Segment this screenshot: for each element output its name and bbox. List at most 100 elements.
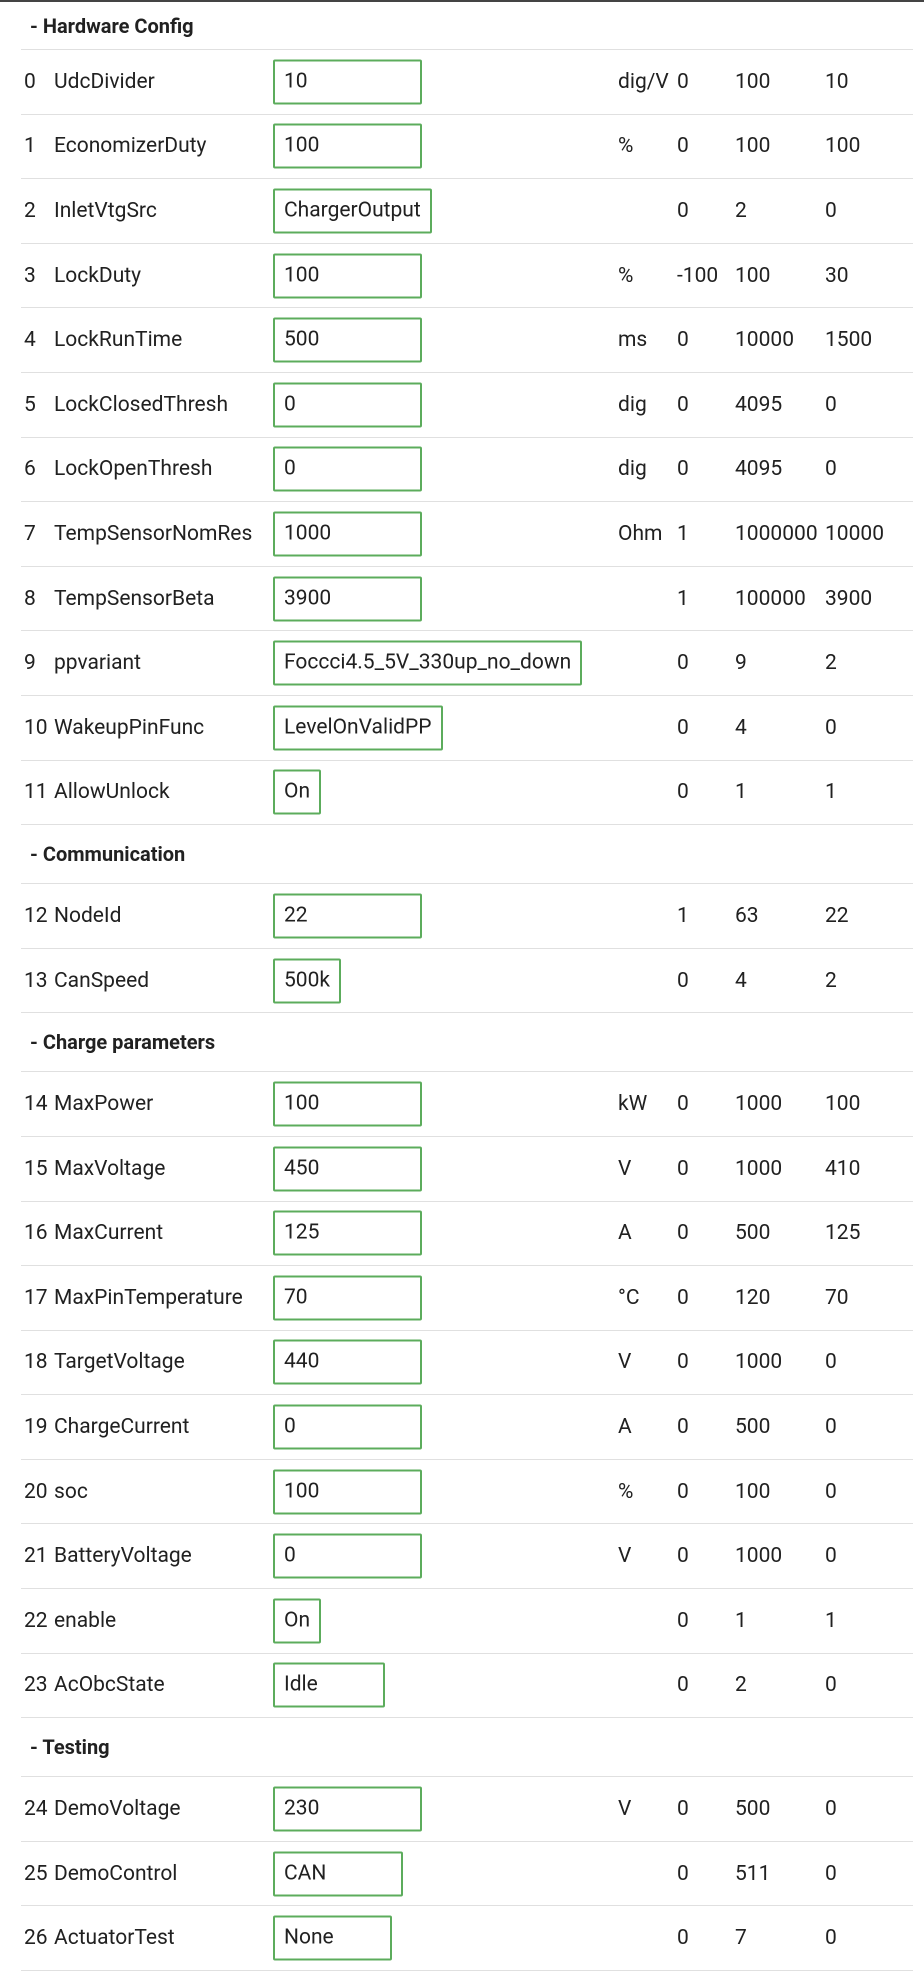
param-index: 16 [24, 1221, 48, 1246]
parameter-row: 11 AllowUnlock On 0 1 1 [21, 761, 913, 826]
param-min: 0 [677, 1479, 689, 1504]
param-name: InletVtgSrc [54, 198, 157, 223]
value-input[interactable]: 1000 [273, 511, 422, 557]
param-name: AllowUnlock [54, 780, 170, 805]
value-select[interactable]: On [273, 769, 322, 815]
param-index: 14 [24, 1092, 48, 1117]
param-min: 0 [677, 651, 689, 676]
param-min: 0 [677, 1861, 689, 1886]
value-input[interactable]: 100 [273, 253, 422, 299]
value-select[interactable]: Idle [273, 1662, 385, 1708]
param-max: 63 [735, 903, 759, 928]
value-input[interactable]: 70 [273, 1275, 422, 1321]
param-min: 0 [677, 1926, 689, 1951]
param-index: 2 [24, 198, 36, 223]
value-input[interactable]: 22 [273, 893, 422, 939]
param-index: 0 [24, 69, 36, 94]
param-min: 0 [677, 392, 689, 417]
param-default: 0 [825, 1350, 837, 1375]
param-default: 0 [825, 198, 837, 223]
value-input[interactable]: 0 [273, 1533, 422, 1579]
param-default: 0 [825, 715, 837, 740]
param-name: LockClosedThresh [54, 392, 229, 417]
value-select[interactable]: Foccci4.5_5V_330up_no_down [273, 640, 583, 686]
param-default: 3900 [825, 586, 873, 611]
parameter-row: 25 DemoControl CAN 0 511 0 [21, 1842, 913, 1907]
param-name: CanSpeed [54, 968, 150, 993]
param-default: 0 [825, 1797, 837, 1822]
value-input[interactable]: 230 [273, 1786, 422, 1832]
value-select[interactable]: On [273, 1598, 322, 1644]
param-min: 0 [677, 1673, 689, 1698]
value-input[interactable]: 500 [273, 317, 422, 363]
param-name: NodeId [54, 903, 122, 928]
param-default: 0 [825, 457, 837, 482]
value-input[interactable]: 0 [273, 382, 422, 428]
param-min: 0 [677, 1285, 689, 1310]
param-name: ActuatorTest [54, 1926, 175, 1951]
parameter-row: 18 TargetVoltage 440 V 0 1000 0 [21, 1331, 913, 1396]
param-name: EconomizerDuty [54, 134, 207, 159]
param-unit: % [618, 263, 634, 288]
value-input[interactable]: 0 [273, 1404, 422, 1450]
param-unit: °C [618, 1285, 640, 1310]
param-name: MaxPower [54, 1092, 154, 1117]
section-header: - Charge parameters [21, 1013, 913, 1073]
value-input[interactable]: 450 [273, 1146, 422, 1192]
value-select[interactable]: ChargerOutput [273, 188, 432, 234]
param-index: 24 [24, 1797, 48, 1822]
param-default: 70 [825, 1285, 849, 1310]
value-input[interactable]: 100 [273, 1081, 422, 1127]
param-default: 100 [825, 1092, 861, 1117]
value-select[interactable]: CAN [273, 1851, 403, 1897]
value-input[interactable]: 3900 [273, 576, 422, 622]
parameter-row: 24 DemoVoltage 230 V 0 500 0 [21, 1777, 913, 1842]
param-max: 1 [735, 1608, 747, 1633]
value-input[interactable]: 100 [273, 1469, 422, 1515]
parameter-row: 19 ChargeCurrent 0 A 0 500 0 [21, 1395, 913, 1460]
value-select[interactable]: LevelOnValidPP [273, 705, 443, 751]
value-input[interactable]: 0 [273, 446, 422, 492]
param-min: 0 [677, 715, 689, 740]
param-index: 3 [24, 263, 36, 288]
param-default: 1 [825, 1608, 837, 1633]
param-default: 1500 [825, 328, 873, 353]
value-input[interactable]: 100 [273, 123, 422, 169]
param-min: 0 [677, 1350, 689, 1375]
param-max: 511 [735, 1861, 771, 1886]
parameter-list: - Hardware Config 0 UdcDivider 10 dig/V 0 100 1… [21, 2, 913, 1971]
param-min: 1 [677, 903, 689, 928]
param-unit: V [618, 1544, 632, 1569]
param-default: 0 [825, 1479, 837, 1504]
parameter-row: 23 AcObcState Idle 0 2 0 [21, 1654, 913, 1719]
param-max: 1 [735, 780, 747, 805]
value-select[interactable]: None [273, 1915, 392, 1961]
param-index: 4 [24, 328, 36, 353]
value-select[interactable]: 500k [273, 958, 342, 1004]
parameter-row: 20 soc 100% 0 100 0 [21, 1460, 913, 1525]
param-max: 1000000 [735, 521, 818, 546]
parameter-row: 10 WakeupPinFunc LevelOnValidPP 0 4 0 [21, 696, 913, 761]
parameter-row: 6 LockOpenThresh 0 dig 0 4095 0 [21, 438, 913, 503]
value-input[interactable]: 125 [273, 1210, 422, 1256]
param-min: 0 [677, 1415, 689, 1440]
param-name: DemoControl [54, 1861, 178, 1886]
param-index: 8 [24, 586, 36, 611]
param-index: 20 [24, 1479, 48, 1504]
param-max: 2 [735, 1673, 747, 1698]
param-unit: ms [618, 328, 648, 353]
param-min: 1 [677, 521, 689, 546]
param-min: 0 [677, 780, 689, 805]
param-name: LockRunTime [54, 328, 183, 353]
param-name: TempSensorNomRes [54, 521, 253, 546]
parameter-row: 13 CanSpeed 500k 0 4 2 [21, 949, 913, 1014]
param-max: 100 [735, 263, 771, 288]
param-max: 7 [735, 1926, 747, 1951]
param-max: 2 [735, 198, 747, 223]
param-index: 12 [24, 903, 48, 928]
param-max: 1000 [735, 1544, 783, 1569]
parameter-row: 12 NodeId 22 1 63 22 [21, 884, 913, 949]
value-input[interactable]: 440 [273, 1339, 422, 1385]
param-name: LockDuty [54, 263, 142, 288]
value-input[interactable]: 10 [273, 59, 422, 105]
